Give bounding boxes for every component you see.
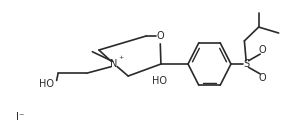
Text: O: O: [156, 31, 164, 41]
Text: HO: HO: [152, 76, 167, 86]
Text: HO: HO: [39, 79, 54, 89]
Text: N: N: [111, 59, 118, 69]
Text: O: O: [259, 45, 266, 55]
Text: I⁻: I⁻: [16, 112, 24, 122]
Text: O: O: [259, 73, 266, 83]
Text: S: S: [243, 59, 249, 69]
Text: +: +: [118, 55, 123, 60]
